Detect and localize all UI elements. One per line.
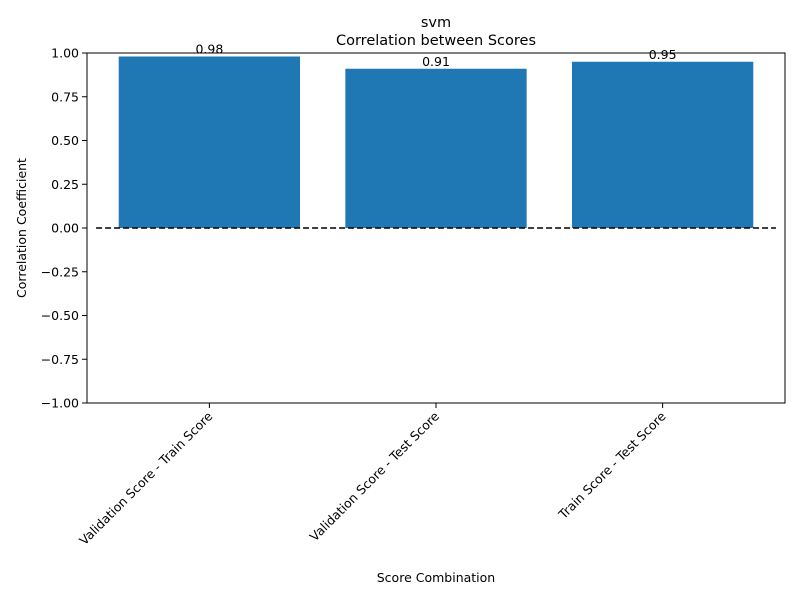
bar-1 — [118, 56, 301, 228]
y-tick-label-5: 0.00 — [51, 221, 79, 236]
bars-layer — [118, 56, 754, 228]
y-tick-label-8: 0.75 — [51, 89, 79, 104]
x-tick-label-2: Validation Score - Test Score — [307, 408, 443, 544]
data-label-1: 0.98 — [195, 42, 223, 57]
y-ticks-layer: −1.00 −0.75 −0.50 −0.25 0.00 0.25 0.50 0.75 1.00 — [41, 46, 87, 411]
y-tick-label-1: −1.00 — [41, 396, 79, 411]
bar-2 — [345, 68, 527, 228]
y-tick-label-9: 1.00 — [51, 46, 79, 61]
chart-title: svm — [421, 15, 451, 31]
y-tick-label-6: 0.25 — [51, 177, 79, 192]
x-axis-label: Score Combination — [377, 570, 495, 585]
x-tick-label-1: Validation Score - Train Score — [76, 408, 216, 548]
y-tick-label-2: −0.75 — [41, 352, 79, 367]
bar-3 — [571, 61, 754, 228]
data-labels-layer: 0.98 0.91 0.95 — [195, 42, 676, 69]
y-tick-label-7: 0.50 — [51, 133, 79, 148]
y-tick-label-4: −0.25 — [41, 264, 79, 279]
y-axis-label: Correlation Coefficient — [14, 158, 29, 298]
chart-subtitle: Correlation between Scores — [336, 33, 536, 49]
data-label-2: 0.91 — [422, 54, 450, 69]
x-tick-label-3: Train Score - Test Score — [555, 408, 669, 522]
x-ticks-layer: Validation Score - Train Score Validation… — [76, 403, 669, 548]
y-tick-label-3: −0.50 — [41, 308, 79, 323]
data-label-3: 0.95 — [649, 47, 677, 62]
